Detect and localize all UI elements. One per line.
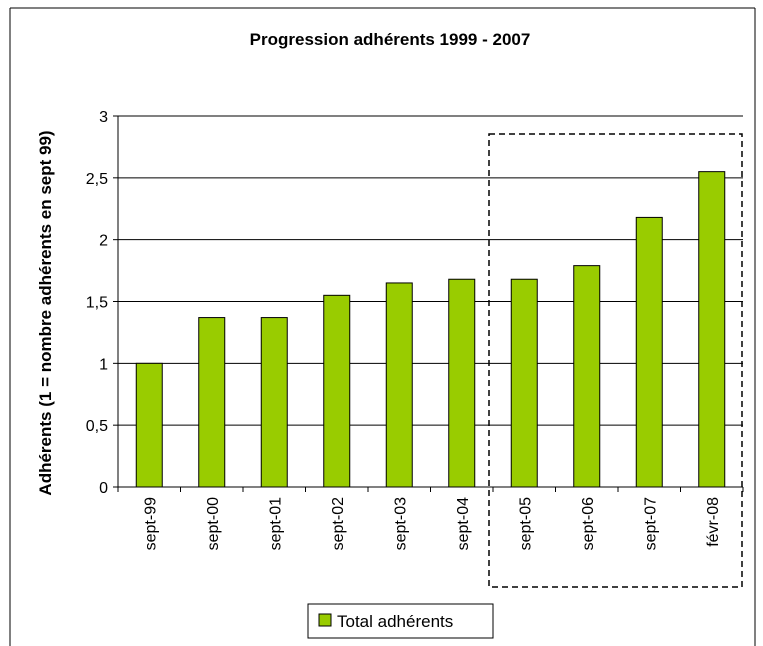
- y-axis-label: Adhérents (1 = nombre adhérents en sept …: [36, 130, 55, 495]
- bar: [635, 216, 663, 488]
- y-tick-label: 2: [99, 233, 108, 250]
- chart-title: Progression adhérents 1999 - 2007: [250, 30, 531, 49]
- y-tick-label: 2,5: [86, 171, 108, 188]
- x-tick-label: sept-99: [142, 497, 159, 550]
- x-tick-label: sept-03: [392, 497, 409, 550]
- x-tick-label: sept-00: [205, 497, 222, 550]
- legend-box: [307, 603, 494, 639]
- legend-swatch: [318, 613, 332, 627]
- x-tick-label: sept-05: [517, 497, 534, 550]
- bar: [198, 317, 226, 488]
- x-tick-label: sept-01: [267, 497, 284, 550]
- x-tick-label: sept-06: [580, 497, 597, 550]
- highlight-box: [488, 133, 743, 588]
- bar: [510, 278, 538, 488]
- y-tick-label: 0: [99, 480, 108, 497]
- highlight-rect: [488, 133, 743, 588]
- bar: [448, 278, 476, 488]
- bar: [573, 265, 601, 488]
- y-tick-label: 1,5: [86, 295, 108, 312]
- x-tick-label: sept-04: [455, 497, 472, 550]
- y-tick-label: 3: [99, 109, 108, 126]
- x-tick-label: sept-02: [330, 497, 347, 550]
- y-tick-labels: 0 0,5 1 1,5 2 2,5 3: [86, 109, 108, 497]
- bars: [135, 171, 726, 488]
- x-tick-labels: sept-99 sept-00 sept-01 sept-02 sept-03 sept-…: [142, 497, 722, 550]
- bar: [135, 362, 163, 488]
- legend: Total adhérents: [307, 603, 494, 639]
- bar: [385, 282, 413, 488]
- x-tick-label: sept-07: [642, 497, 659, 550]
- bar: [698, 171, 726, 488]
- legend-label: Total adhérents: [337, 612, 453, 631]
- bar: [260, 317, 288, 488]
- y-tick-label: 1: [99, 356, 108, 373]
- axes: [113, 115, 744, 492]
- bar: [323, 294, 351, 488]
- y-tick-label: 0,5: [86, 418, 108, 435]
- x-tick-label: févr-08: [705, 497, 722, 547]
